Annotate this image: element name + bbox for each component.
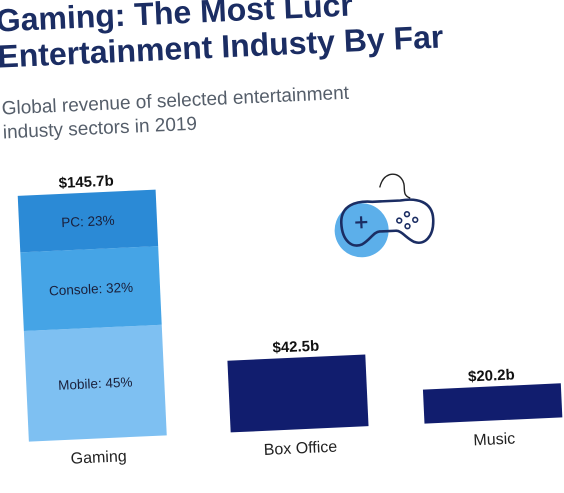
gaming-segment-bar xyxy=(20,246,162,332)
labels-group: Mobile: 45% Console: 32% PC: 23% $145.7b Gam… xyxy=(49,172,516,468)
bar-value-label: $42.5b xyxy=(272,338,319,357)
gaming-segment-label: PC: 23% xyxy=(61,213,115,230)
bar-value-label: $145.7b xyxy=(58,172,114,191)
category-label: Box Office xyxy=(263,439,337,459)
gamepad-icon xyxy=(334,173,435,258)
bar xyxy=(227,354,369,433)
category-label: Gaming xyxy=(70,448,127,468)
gaming-segment-label: Console: 32% xyxy=(49,280,134,299)
bars-group xyxy=(17,189,563,442)
bar-value-label: $20.2b xyxy=(468,366,515,385)
bar xyxy=(422,383,563,424)
gaming-segment-bar xyxy=(23,324,167,442)
category-label: Music xyxy=(473,431,516,450)
gaming-segment-bar xyxy=(17,189,159,253)
gaming-segment-label: Mobile: 45% xyxy=(58,374,133,392)
